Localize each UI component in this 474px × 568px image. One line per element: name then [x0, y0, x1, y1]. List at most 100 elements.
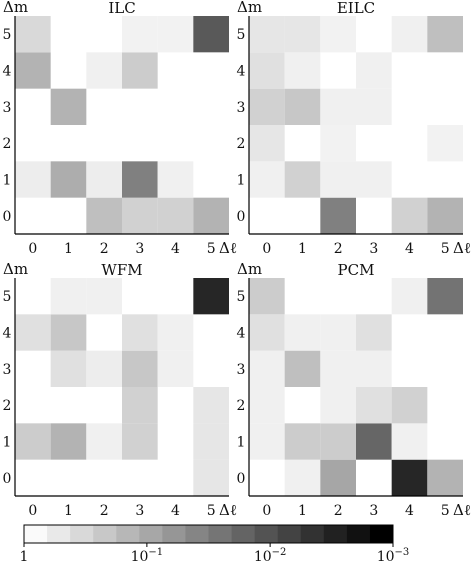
colorbar-swatch: [185, 525, 209, 543]
heatmap-cell: [320, 459, 356, 496]
colorbar-swatch: [254, 525, 279, 543]
y-tick-label: 4: [237, 326, 246, 342]
colorbar-swatch: [139, 525, 163, 543]
x-tick-label: 1: [64, 503, 73, 519]
y-tick-label: 2: [237, 136, 246, 152]
y-tick-label: 1: [237, 435, 246, 451]
heatmap-cell: [320, 314, 356, 351]
heatmap-cell: [193, 423, 229, 460]
heatmap-cell: [193, 387, 229, 424]
heatmap-cell: [122, 16, 158, 53]
heatmap-cell: [86, 161, 122, 198]
x-tick-label: 4: [171, 241, 180, 257]
x-tick-label: 5: [441, 241, 450, 257]
y-tick-label: 3: [237, 362, 246, 378]
x-tick-label: 3: [135, 503, 144, 519]
heatmap-cell: [86, 52, 122, 89]
heatmap-cell: [50, 278, 87, 315]
y-axis-label: Δm: [237, 0, 262, 16]
y-tick-label: 0: [237, 471, 246, 487]
x-tick-label: 0: [28, 241, 37, 257]
heatmap-cell: [356, 314, 392, 351]
colorbar-swatch: [93, 525, 117, 543]
heatmap-cell: [249, 314, 285, 351]
heatmap-cell: [193, 197, 229, 234]
y-tick-label: 4: [3, 326, 12, 342]
colorbar-swatch: [162, 525, 186, 543]
heatmap-cell: [320, 88, 356, 125]
heatmap-cell: [391, 387, 428, 424]
heatmap-cell: [15, 52, 51, 89]
heatmap-cell: [193, 459, 229, 496]
y-tick-label: 0: [3, 471, 12, 487]
heatmap-cell: [284, 52, 321, 89]
x-tick-label: 5: [441, 503, 450, 519]
x-axis-label: Δℓ: [219, 501, 237, 519]
heatmap-cell: [86, 423, 122, 460]
y-tick-label: 3: [3, 362, 12, 378]
heatmap-cell: [391, 197, 428, 234]
heatmap-cell: [50, 314, 87, 351]
colorbar-swatch: [208, 525, 232, 543]
heatmap-cell: [284, 350, 321, 387]
y-tick-label: 5: [237, 289, 246, 305]
heatmap-cell: [122, 161, 158, 198]
heatmap-cell: [427, 459, 463, 496]
heatmap-cell: [391, 278, 428, 315]
heatmap-cell: [50, 350, 87, 387]
colorbar-swatch: [346, 525, 371, 543]
heatmap-cell: [122, 52, 158, 89]
colorbar-swatch: [24, 525, 48, 543]
heatmap-cell: [356, 350, 392, 387]
heatmap-cell: [157, 197, 194, 234]
heatmap-cell: [320, 350, 356, 387]
heatmap-cell: [157, 16, 194, 53]
x-tick-label: 0: [28, 503, 37, 519]
heatmap-cell: [249, 278, 285, 315]
heatmap-cell: [356, 423, 392, 460]
heatmap-cell: [50, 88, 87, 125]
x-tick-label: 2: [100, 241, 109, 257]
colorbar-swatch: [116, 525, 140, 543]
heatmap-cell: [284, 88, 321, 125]
heatmap-cell: [86, 350, 122, 387]
heatmap-cell: [284, 459, 321, 496]
colorbar-swatch: [231, 525, 256, 543]
heatmap-cell: [157, 314, 194, 351]
heatmap-cell: [391, 459, 428, 496]
y-tick-label: 2: [3, 136, 12, 152]
colorbar-swatch: [323, 525, 348, 543]
x-tick-label: 5: [207, 503, 216, 519]
heatmap-cell: [50, 423, 87, 460]
heatmap-cell: [15, 16, 51, 53]
heatmap-cell: [122, 423, 158, 460]
colorbar-swatch: [300, 525, 325, 543]
heatmap-cell: [86, 278, 122, 315]
x-axis-label: Δℓ: [219, 239, 237, 257]
heatmap-cell: [391, 423, 428, 460]
x-tick-label: 0: [262, 241, 271, 257]
colorbar-label: 10−1: [131, 547, 164, 565]
y-tick-label: 2: [237, 398, 246, 414]
heatmap-cell: [122, 387, 158, 424]
y-axis-label: Δm: [3, 0, 28, 16]
colorbar-frame: [23, 524, 394, 544]
y-tick-label: 0: [3, 209, 12, 225]
y-axis-label: Δm: [3, 260, 28, 278]
y-tick-label: 1: [3, 173, 12, 189]
y-tick-label: 5: [3, 27, 12, 43]
y-tick-label: 4: [3, 64, 12, 80]
heatmap-cell: [249, 350, 285, 387]
heatmap-cell: [50, 161, 87, 198]
heatmap-cell: [249, 423, 285, 460]
heatmap-cell: [122, 314, 158, 351]
y-tick-label: 2: [3, 398, 12, 414]
y-axis-label: Δm: [237, 260, 262, 278]
heatmap-cell: [15, 423, 51, 460]
heatmap-cell: [320, 161, 356, 198]
heatmap-cell: [249, 52, 285, 89]
